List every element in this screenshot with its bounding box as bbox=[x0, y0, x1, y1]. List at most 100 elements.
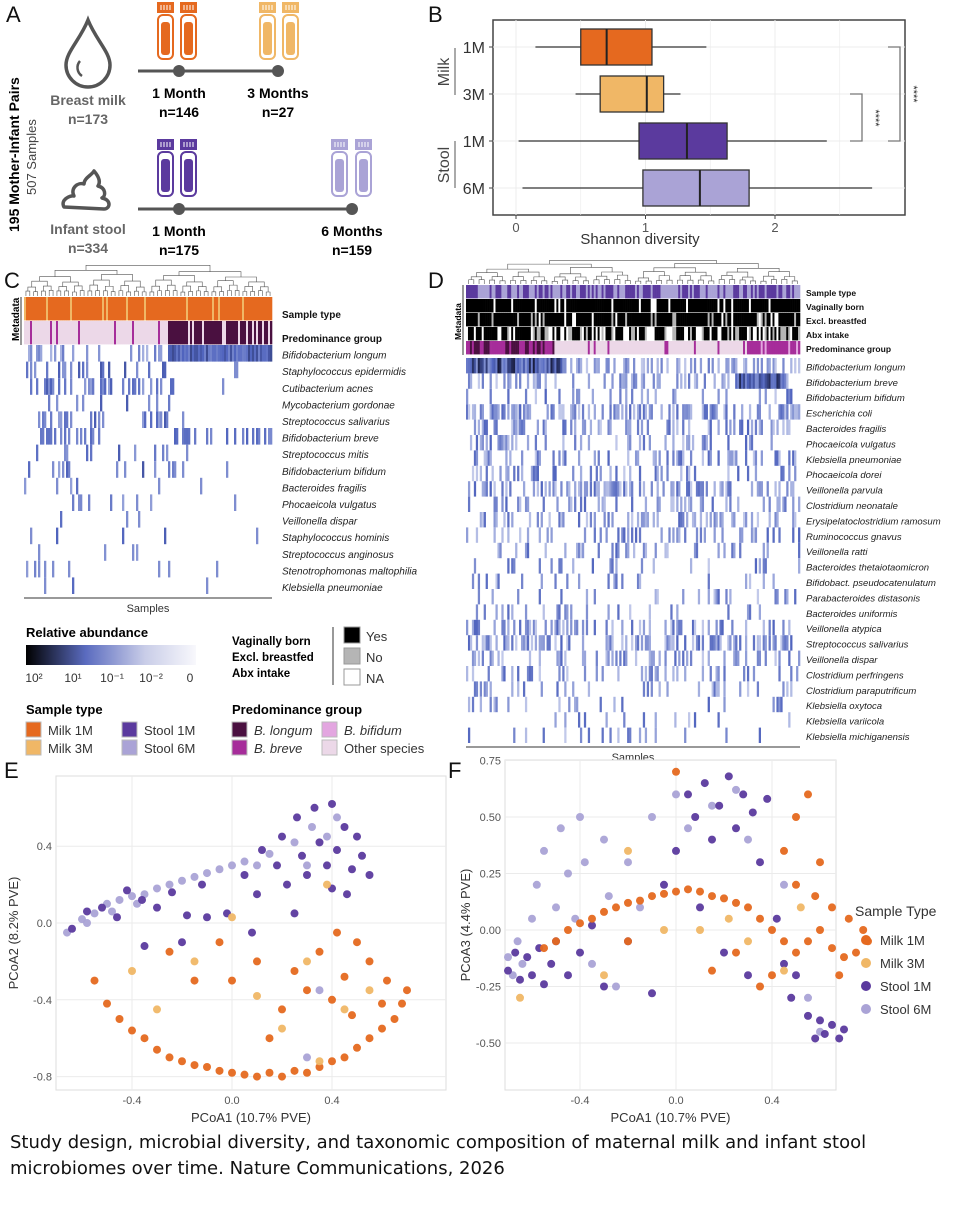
metadata-cell bbox=[737, 313, 740, 327]
metadata-cell bbox=[660, 285, 663, 299]
heatmap-cell bbox=[707, 450, 710, 466]
data-point bbox=[240, 857, 249, 866]
stool-icon bbox=[61, 169, 111, 211]
heatmap-row bbox=[473, 450, 797, 466]
metadata-cell bbox=[699, 299, 703, 313]
heatmap-cell bbox=[166, 444, 169, 462]
metadata-cell bbox=[790, 285, 793, 299]
metadata-cell bbox=[735, 313, 738, 327]
metadata-cell bbox=[611, 341, 614, 355]
metadata-cell bbox=[222, 321, 225, 345]
heatmap-cell bbox=[701, 650, 705, 666]
heatmap-cell bbox=[100, 378, 103, 395]
heatmap-cell bbox=[84, 428, 87, 445]
metadata-cell bbox=[717, 285, 720, 299]
heatmap-cell bbox=[790, 681, 793, 697]
heatmap-cell bbox=[776, 373, 779, 389]
metadata-label: Abx intake bbox=[806, 330, 849, 340]
metadata-cell bbox=[621, 285, 624, 299]
dendrogram-branch bbox=[684, 271, 707, 276]
dendrogram-branch bbox=[643, 271, 665, 278]
sample-type-swatch bbox=[25, 721, 42, 738]
heatmap-cell bbox=[689, 496, 693, 512]
heatmap-cell bbox=[477, 589, 481, 605]
data-point bbox=[835, 971, 844, 980]
heatmap-cell bbox=[688, 496, 691, 512]
heatmap-cell bbox=[485, 435, 488, 451]
species-label: Bifidobacterium breve bbox=[806, 378, 898, 389]
metadata-cell bbox=[770, 327, 773, 341]
heatmap-cell bbox=[473, 358, 477, 374]
heatmap-cell bbox=[86, 444, 89, 462]
heatmap-cell bbox=[656, 373, 659, 389]
metadata-cell bbox=[497, 327, 500, 341]
heatmap-cell bbox=[574, 696, 577, 713]
heatmap-cell bbox=[136, 544, 139, 561]
heatmap-cell bbox=[501, 666, 504, 682]
metadata-cell bbox=[788, 313, 791, 327]
heatmap-cell bbox=[491, 358, 494, 374]
heatmap-cell bbox=[731, 542, 734, 559]
heatmap-cell bbox=[625, 358, 628, 374]
data-point bbox=[528, 971, 536, 980]
heatmap-cell bbox=[756, 512, 760, 528]
heatmap-cell bbox=[544, 619, 547, 636]
metadata-cell bbox=[711, 341, 714, 355]
heatmap-cell bbox=[617, 481, 620, 497]
metadata-cell bbox=[717, 313, 720, 327]
metadata-cell bbox=[668, 327, 671, 341]
metadata-cell bbox=[599, 299, 602, 313]
heatmap-row bbox=[28, 461, 229, 478]
heatmap-cell bbox=[186, 444, 189, 462]
metadata-cell bbox=[660, 299, 663, 313]
heatmap-cell bbox=[703, 373, 706, 389]
heatmap-cell bbox=[524, 358, 528, 374]
metadata-cell bbox=[469, 313, 473, 327]
heatmap-cell bbox=[30, 378, 33, 395]
metadata-cell bbox=[88, 321, 91, 345]
metadata-cell bbox=[564, 341, 567, 355]
data-point bbox=[308, 823, 316, 831]
heatmap-cell bbox=[50, 345, 53, 362]
metadata-cell bbox=[134, 321, 137, 345]
heatmap-cell bbox=[605, 527, 608, 543]
heatmap-cell bbox=[758, 404, 762, 420]
metadata-cell bbox=[746, 327, 750, 341]
heatmap-cell bbox=[650, 681, 653, 697]
data-point bbox=[153, 903, 161, 912]
heatmap-cell bbox=[473, 404, 477, 420]
heatmap-cell bbox=[572, 465, 575, 482]
dendrogram-branch bbox=[244, 286, 253, 292]
heatmap-cell bbox=[585, 358, 589, 374]
data-point bbox=[273, 861, 281, 870]
heatmap-cell bbox=[689, 358, 693, 374]
heatmap-cell bbox=[495, 419, 498, 435]
heatmap-cell bbox=[556, 681, 559, 697]
heatmap-cell bbox=[664, 666, 667, 682]
metadata-cell bbox=[764, 285, 767, 299]
metadata-cell bbox=[256, 297, 259, 321]
data-point bbox=[303, 861, 311, 870]
heatmap-cell bbox=[583, 481, 587, 497]
heatmap-cell bbox=[519, 619, 522, 636]
heatmap-cell bbox=[776, 496, 779, 512]
data-point bbox=[290, 967, 299, 975]
data-point bbox=[353, 1043, 361, 1052]
metadata-cell bbox=[556, 299, 559, 313]
heatmap-cell bbox=[142, 345, 145, 362]
metadata-cell bbox=[585, 341, 589, 355]
heatmap-cell bbox=[485, 635, 488, 651]
metadata-cell bbox=[697, 313, 701, 327]
metadata-cell bbox=[222, 297, 225, 321]
metadata-cell bbox=[92, 321, 95, 345]
metadata-cell bbox=[623, 327, 626, 341]
dendrogram-branch bbox=[603, 279, 610, 284]
metadata-cell bbox=[597, 285, 600, 299]
metadata-cell bbox=[666, 327, 669, 341]
metadata-cell bbox=[707, 313, 710, 327]
metadata-cell bbox=[756, 341, 760, 355]
heatmap-cell bbox=[540, 573, 543, 589]
panel-a: A 195 Mother-Infant Pairs 507 Samples Br… bbox=[6, 2, 383, 258]
heatmap-cell bbox=[601, 496, 604, 512]
heatmap-cell bbox=[607, 481, 610, 497]
